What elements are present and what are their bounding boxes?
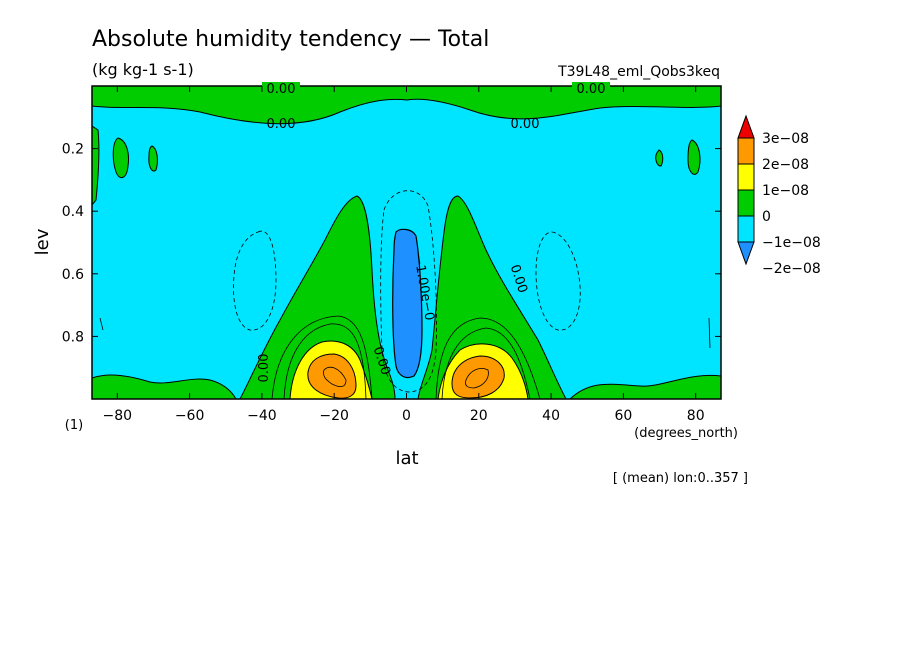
- y-axis: 0.2 0.4 0.6 0.8: [62, 142, 721, 345]
- y-axis-label: lev: [32, 228, 53, 255]
- colorbar-swatch: [737, 137, 755, 165]
- colorbar-arrow-top: [737, 114, 755, 139]
- contour-line: [283, 323, 367, 399]
- colorbar-swatch: [737, 163, 755, 191]
- x-axis-label: lat: [395, 448, 418, 469]
- fill-green-column-north: [417, 195, 567, 399]
- fill-blob-e1: [687, 139, 701, 175]
- contour-field: [92, 86, 721, 399]
- colorbar-label: 1e−08: [762, 183, 809, 199]
- contour-label: 0.00: [267, 117, 296, 132]
- contour-label: 0.00: [511, 117, 540, 132]
- contour-lines: [99, 315, 711, 399]
- fill-blob-w2: [148, 145, 158, 172]
- x-tick-label: −80: [103, 408, 133, 424]
- x-tick-label: 20: [470, 408, 488, 424]
- y-tick-label: 0.4: [62, 204, 84, 220]
- colorbar-label: 0: [762, 209, 771, 225]
- x-tick-label: 0: [402, 408, 411, 424]
- colorbar-swatch: [737, 189, 755, 217]
- y-tick-label: 0.6: [62, 267, 84, 283]
- y-tick-label: 0.8: [62, 329, 84, 345]
- colorbar-arrow-bottom: [737, 241, 755, 266]
- x-axis: −80 −60 −40 −20 0 20 40 60 80: [103, 86, 705, 424]
- x-tick-label: 40: [542, 408, 560, 424]
- colorbar-label: −2e−08: [762, 261, 821, 277]
- negative-contour: [233, 230, 277, 331]
- x-tick-label: 80: [687, 408, 705, 424]
- y-axis-units: (1): [65, 418, 83, 433]
- fill-surface-patch-sw: [92, 374, 237, 399]
- contour-label: 0.00: [267, 82, 296, 97]
- fill-blob-w1: [112, 137, 129, 179]
- contour-line: [708, 317, 711, 349]
- colorbar-swatch: [737, 215, 755, 243]
- run-name: T39L48_eml_Qobs3keq: [557, 64, 720, 80]
- negative-contour: [380, 190, 437, 393]
- x-axis-units: (degrees_north): [634, 426, 738, 441]
- negative-contour: [535, 231, 581, 331]
- fill-green-column-south: [239, 195, 396, 399]
- fill-surface-patch-se: [569, 374, 721, 399]
- chart-title: Absolute humidity tendency — Total: [92, 27, 489, 52]
- x-tick-label: −60: [175, 408, 205, 424]
- x-tick-label: −40: [247, 408, 277, 424]
- fill-blob-e2: [655, 149, 664, 167]
- chart-units: (kg kg-1 s-1): [92, 60, 194, 79]
- fill-orange-max-north: [451, 355, 505, 399]
- contour-label: 0.00: [257, 354, 272, 383]
- colorbar: 3e−08 2e−08 1e−08 0 −1e−08 −2e−08: [737, 114, 821, 277]
- colorbar-label: 3e−08: [762, 131, 809, 147]
- colorbar-label: −1e−08: [762, 235, 821, 251]
- contour-line: [465, 368, 489, 389]
- contour-line: [323, 366, 347, 388]
- y-tick-label: 0.2: [62, 142, 84, 158]
- x-tick-label: −20: [319, 408, 349, 424]
- colorbar-label: 2e−08: [762, 157, 809, 173]
- contour-line: [271, 315, 373, 399]
- footnote: [ (mean) lon:0..357 ]: [613, 471, 748, 486]
- contour-line: [441, 327, 531, 399]
- contour-label: 0.00: [577, 82, 606, 97]
- x-tick-label: 60: [614, 408, 632, 424]
- fill-blob-w3: [92, 125, 100, 206]
- fill-orange-max-south: [307, 353, 357, 399]
- fill-blue-equatorial: [392, 228, 423, 379]
- contour-line: [435, 317, 541, 399]
- fill-top-band: [92, 86, 721, 125]
- negative-contours: [233, 190, 581, 393]
- contour-line: [99, 317, 104, 331]
